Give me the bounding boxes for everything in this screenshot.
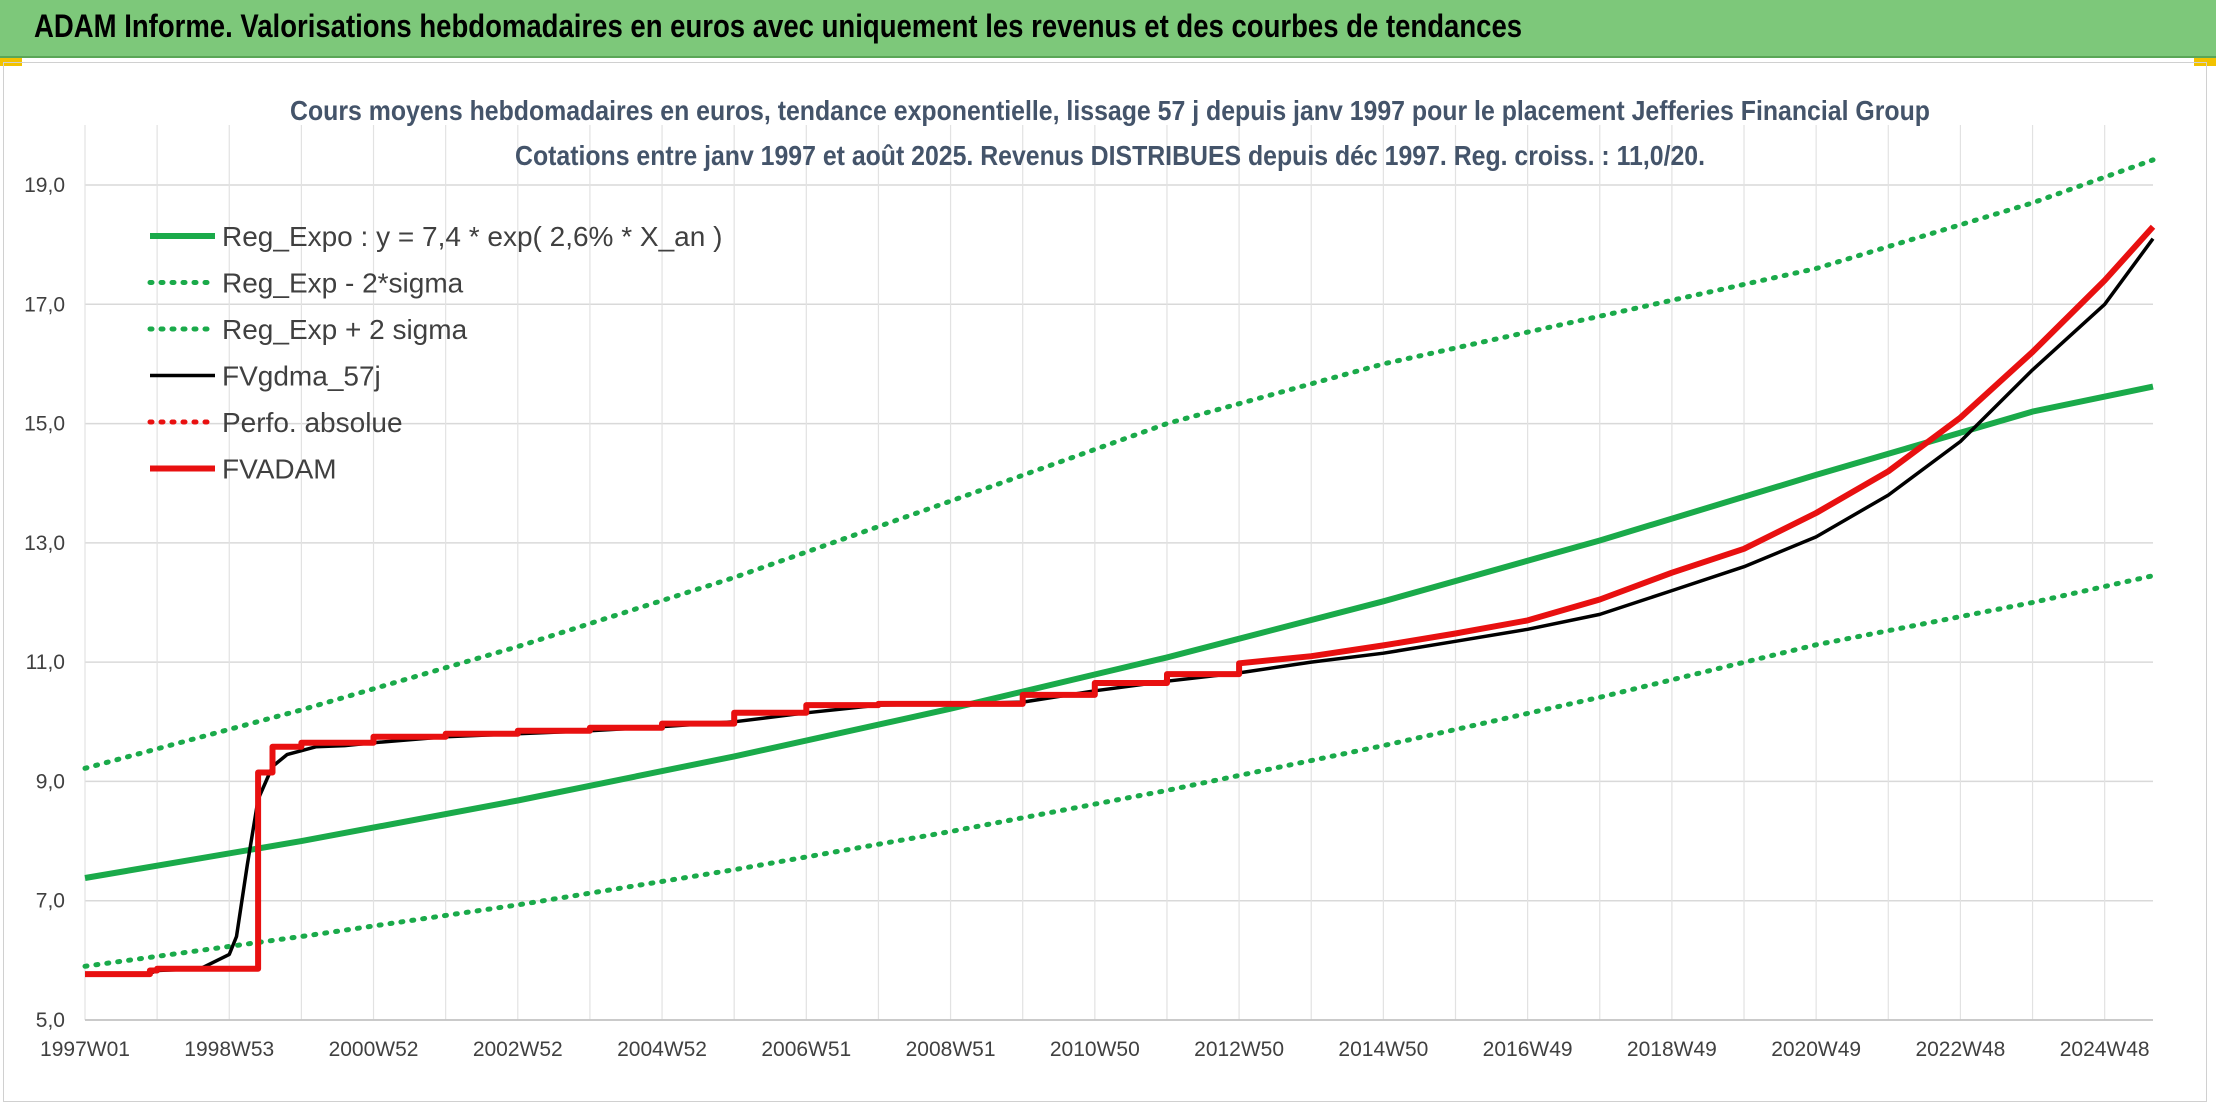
x-tick-label: 2010W50 (1050, 1038, 1140, 1061)
x-tick-label: 2014W50 (1338, 1038, 1428, 1061)
x-tick-label: 2012W50 (1194, 1038, 1284, 1061)
x-tick-label: 2002W52 (473, 1038, 563, 1061)
y-tick-label: 11,0 (26, 651, 65, 674)
series-line (82, 573, 2156, 969)
y-tick-label: 15,0 (24, 413, 65, 436)
x-tick-label: 2022W48 (1915, 1038, 2005, 1061)
y-tick-label: 13,0 (24, 532, 65, 555)
y-tick-label: 17,0 (24, 293, 65, 316)
x-tick-label: 2004W52 (617, 1038, 707, 1061)
legend-entry: FVgdma_57j (222, 361, 381, 392)
x-tick-label: 1997W01 (40, 1038, 130, 1061)
legend: Reg_Expo : y = 7,4 * exp( 2,6% * X_an ) R… (147, 221, 722, 485)
legend-entry: Perfo. absolue (222, 407, 403, 438)
series-line (84, 383, 2154, 881)
chart-frame (3, 62, 2207, 1102)
x-tick-label: 2018W49 (1627, 1038, 1717, 1061)
report-title: ADAM Informe. Valorisations hebdomadaire… (34, 8, 1523, 44)
chart-subtitle: Cotations entre janv 1997 et août 2025. … (515, 140, 1705, 171)
chart-title: Cours moyens hebdomadaires en euros, ten… (290, 95, 1930, 126)
y-axis-ticks: 5,0 7,0 9,0 11,0 13,0 15,0 17,0 19,0 (24, 174, 65, 1032)
series-line (84, 237, 2155, 976)
y-tick-label: 5,0 (36, 1009, 65, 1032)
x-tick-label: 2016W49 (1483, 1038, 1573, 1061)
legend-entry: Reg_Exp - 2*sigma (222, 268, 464, 299)
x-tick-label: 1998W53 (184, 1038, 274, 1061)
y-tick-label: 19,0 (24, 174, 65, 197)
report-banner: ADAM Informe. Valorisations hebdomadaire… (0, 0, 2216, 58)
x-tick-label: 2000W52 (329, 1038, 419, 1061)
x-tick-label: 2020W49 (1771, 1038, 1861, 1061)
grid-layer (84, 125, 2153, 1021)
series-line (82, 157, 2156, 771)
x-tick-label: 2024W48 (2060, 1038, 2150, 1061)
x-axis-ticks: 1997W01 1998W53 2000W52 2002W52 2004W52 2006W… (40, 1038, 2150, 1061)
legend-entry: Reg_Expo : y = 7,4 * exp( 2,6% * X_an ) (222, 221, 722, 252)
legend-entry: Reg_Exp + 2 sigma (222, 314, 468, 345)
x-tick-label: 2006W51 (761, 1038, 851, 1061)
legend-entry: FVADAM (222, 454, 337, 485)
series-line (85, 224, 2156, 978)
series-layer (82, 157, 2156, 978)
x-tick-label: 2008W51 (906, 1038, 996, 1061)
y-tick-label: 9,0 (36, 770, 65, 793)
y-tick-label: 7,0 (36, 890, 65, 913)
